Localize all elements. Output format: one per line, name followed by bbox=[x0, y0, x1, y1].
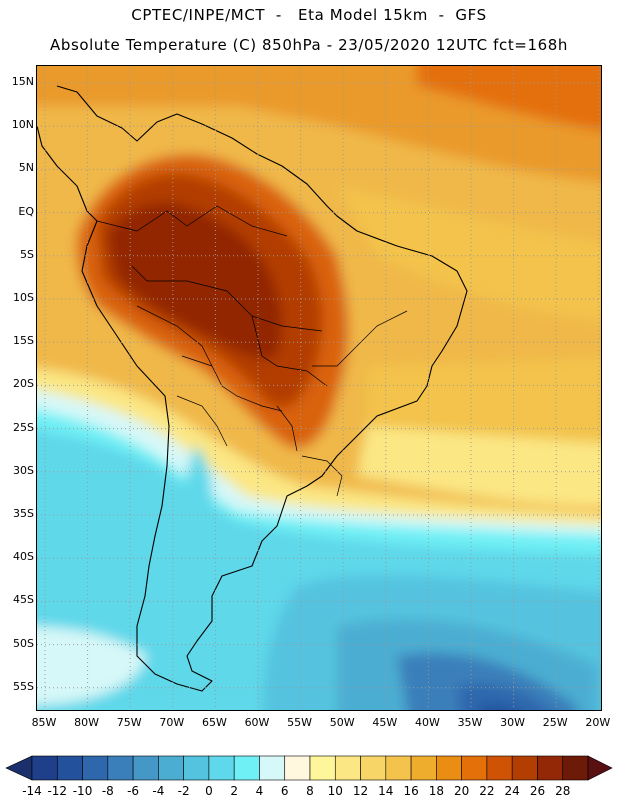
colorbar-tick: 4 bbox=[255, 784, 264, 798]
lon-label: 20W bbox=[585, 716, 611, 729]
colorbar-segment bbox=[334, 755, 361, 781]
lon-label: 65W bbox=[201, 716, 227, 729]
country-borders bbox=[96, 205, 408, 497]
lon-label: 75W bbox=[116, 716, 142, 729]
colorbar-segment bbox=[511, 755, 538, 781]
colorbar-tick: 22 bbox=[479, 784, 495, 798]
colorbar-segment bbox=[233, 755, 260, 781]
colorbar-segment bbox=[132, 755, 159, 781]
colorbar-tick: 14 bbox=[378, 784, 394, 798]
colorbar-segment bbox=[410, 755, 437, 781]
colorbar-high-arrow bbox=[587, 755, 613, 781]
temperature-map bbox=[36, 65, 602, 711]
colorbar-tick: -14 bbox=[22, 784, 42, 798]
coastline bbox=[37, 85, 468, 692]
colorbar-tick: 10 bbox=[327, 784, 343, 798]
lon-label: 25W bbox=[542, 716, 568, 729]
lon-label: 45W bbox=[372, 716, 398, 729]
lat-label: 25S bbox=[13, 420, 34, 434]
temperature-field bbox=[37, 66, 601, 710]
colorbar-tick: -6 bbox=[127, 784, 140, 798]
colorbar-tick: -2 bbox=[177, 784, 190, 798]
colorbar-tick: 16 bbox=[403, 784, 419, 798]
colorbar-tick: 18 bbox=[428, 784, 444, 798]
lat-label: 15N bbox=[11, 75, 34, 88]
colorbar-segment bbox=[31, 755, 58, 781]
lat-label: 5S bbox=[20, 247, 34, 261]
colorbar-tick: -8 bbox=[101, 784, 114, 798]
lat-label: 30S bbox=[13, 463, 34, 477]
lon-label: 55W bbox=[287, 716, 313, 729]
colorbar-segment bbox=[82, 755, 109, 781]
colorbar-tick: 28 bbox=[555, 784, 571, 798]
lat-label: 55S bbox=[13, 679, 34, 693]
lat-label: 45S bbox=[13, 593, 34, 607]
lon-label: 30W bbox=[500, 716, 526, 729]
colorbar-tick: 26 bbox=[529, 784, 546, 798]
colorbar-segment bbox=[537, 755, 564, 781]
chart-title-line1: CPTEC/INPE/MCT - Eta Model 15km - GFS bbox=[131, 6, 487, 24]
lon-label: 70W bbox=[159, 716, 185, 729]
lat-label: 35S bbox=[13, 507, 34, 520]
lat-label: 5N bbox=[18, 161, 34, 175]
lat-label: 50S bbox=[13, 636, 34, 650]
lat-label: EQ bbox=[18, 204, 34, 218]
colorbar-tick: 24 bbox=[504, 784, 520, 798]
colorbar-segment bbox=[56, 755, 83, 781]
colorbar-tick: 12 bbox=[352, 784, 369, 798]
colorbar bbox=[5, 755, 613, 781]
colorbar-segment bbox=[259, 755, 286, 781]
colorbar-tick: 8 bbox=[306, 784, 314, 798]
lat-label: 20S bbox=[13, 377, 34, 391]
colorbar-segment bbox=[158, 755, 184, 781]
colorbar-tick: 20 bbox=[453, 784, 470, 798]
colorbar-segment bbox=[309, 755, 336, 781]
colorbar-segment bbox=[208, 755, 235, 781]
lat-label: 40S bbox=[13, 550, 34, 564]
colorbar-segment bbox=[284, 755, 311, 781]
colorbar-tick: -12 bbox=[47, 784, 68, 798]
colorbar-segment bbox=[360, 755, 387, 781]
colorbar-tick: -4 bbox=[152, 784, 165, 798]
colorbar-segment bbox=[436, 755, 462, 781]
lon-label: 50W bbox=[329, 716, 355, 729]
lat-label: 10S bbox=[13, 291, 34, 304]
colorbar-segment bbox=[461, 755, 488, 781]
lon-label: 60W bbox=[244, 716, 270, 729]
colorbar-tick: 2 bbox=[230, 784, 238, 798]
lat-label: 15S bbox=[13, 334, 34, 348]
colorbar-tick: 6 bbox=[280, 784, 289, 798]
lat-label: 10N bbox=[11, 118, 34, 132]
lon-label: 35W bbox=[457, 716, 483, 729]
colorbar-low-arrow bbox=[5, 755, 33, 781]
colorbar-tick: -10 bbox=[72, 784, 93, 798]
chart-title-line2: Absolute Temperature (C) 850hPa - 23/05/… bbox=[49, 36, 569, 54]
colorbar-segment bbox=[486, 755, 513, 781]
colorbar-segment bbox=[107, 755, 134, 781]
map-canvas bbox=[37, 66, 601, 710]
lon-label: 40W bbox=[414, 716, 440, 729]
colorbar-segment bbox=[183, 755, 210, 781]
lon-label: 85W bbox=[31, 716, 57, 729]
colorbar-segment bbox=[385, 755, 412, 781]
colorbar-segment bbox=[562, 755, 589, 781]
colorbar-tick: 0 bbox=[205, 784, 213, 798]
lon-label: 80W bbox=[74, 716, 100, 729]
